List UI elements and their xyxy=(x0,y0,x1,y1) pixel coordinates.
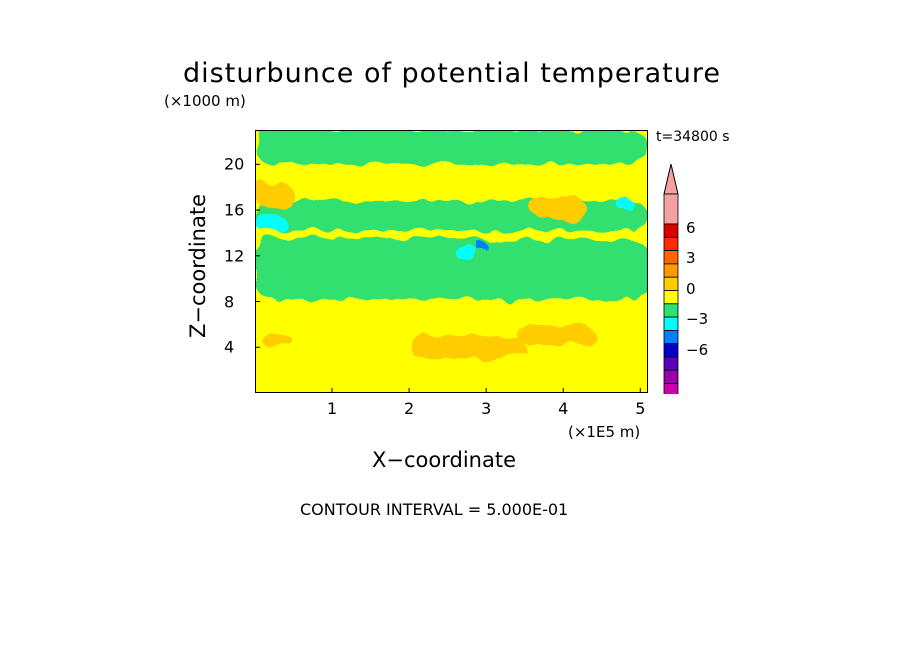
x-tick-label-0: 1 xyxy=(326,399,338,418)
colorbar-level-6 xyxy=(663,290,679,305)
x-tick-label-4: 5 xyxy=(635,399,646,418)
contour-region-10 xyxy=(455,246,479,260)
colorbar-level-13 xyxy=(663,383,679,394)
x-axis-label: X−coordinate xyxy=(372,448,516,472)
colorbar xyxy=(663,164,679,394)
contour-region-7 xyxy=(262,335,294,348)
contour-region-6 xyxy=(517,324,595,345)
contour-region-2 xyxy=(255,200,648,231)
contour-interval-note: CONTOUR INTERVAL = 5.000E-01 xyxy=(300,500,569,519)
y-tick-label-2: 12 xyxy=(224,246,245,266)
y-tick-label-0: 4 xyxy=(224,337,235,357)
contour-region-3 xyxy=(255,182,294,208)
y-tick-label-1: 8 xyxy=(224,292,235,312)
x-tick-label-1: 2 xyxy=(404,399,415,418)
colorbar-level-5 xyxy=(663,276,679,291)
colorbar-level-4 xyxy=(663,263,679,278)
contour-region-9 xyxy=(617,198,633,211)
colorbar-tick-label-2: 0 xyxy=(686,280,696,298)
contour-region-4 xyxy=(532,196,587,222)
contour-plot-area xyxy=(255,130,648,393)
colorbar-tick-label-4: −6 xyxy=(686,341,709,359)
contour-region-0 xyxy=(255,238,648,300)
colorbar-level-2 xyxy=(663,236,679,252)
colorbar-level-12 xyxy=(663,369,679,385)
colorbar-level-11 xyxy=(663,356,679,371)
plot-frame xyxy=(255,130,648,393)
colorbar-level-3 xyxy=(663,250,679,265)
y-axis-unit: (×1000 m) xyxy=(164,92,246,110)
contour-region-1 xyxy=(255,130,648,165)
colorbar-level-8 xyxy=(663,316,679,331)
colorbar-tick-label-1: 3 xyxy=(686,249,696,267)
colorbar-level-0 xyxy=(663,193,679,225)
colorbar-level-9 xyxy=(663,329,679,345)
contour-region-8 xyxy=(255,214,286,231)
colorbar-level-10 xyxy=(663,343,679,358)
y-tick-label-3: 16 xyxy=(224,200,245,220)
colorbar-tick-label-0: 6 xyxy=(686,219,696,237)
y-tick-label-4: 20 xyxy=(224,154,245,174)
colorbar-level-1 xyxy=(663,223,679,238)
colorbar-tick-label-3: −3 xyxy=(686,310,709,328)
y-axis-label: Z−coordinate xyxy=(186,194,210,338)
x-tick-label-2: 3 xyxy=(481,399,492,418)
contour-region-11 xyxy=(478,242,487,252)
contour-region-5 xyxy=(409,335,525,359)
colorbar-overflow-triangle xyxy=(663,164,679,195)
colorbar-level-7 xyxy=(663,303,679,318)
x-axis-unit: (×1E5 m) xyxy=(568,423,641,441)
x-tick-label-3: 4 xyxy=(558,399,569,418)
chart-title: disturbunce of potential temperature xyxy=(183,58,721,89)
time-annotation: t=34800 s xyxy=(656,129,730,145)
